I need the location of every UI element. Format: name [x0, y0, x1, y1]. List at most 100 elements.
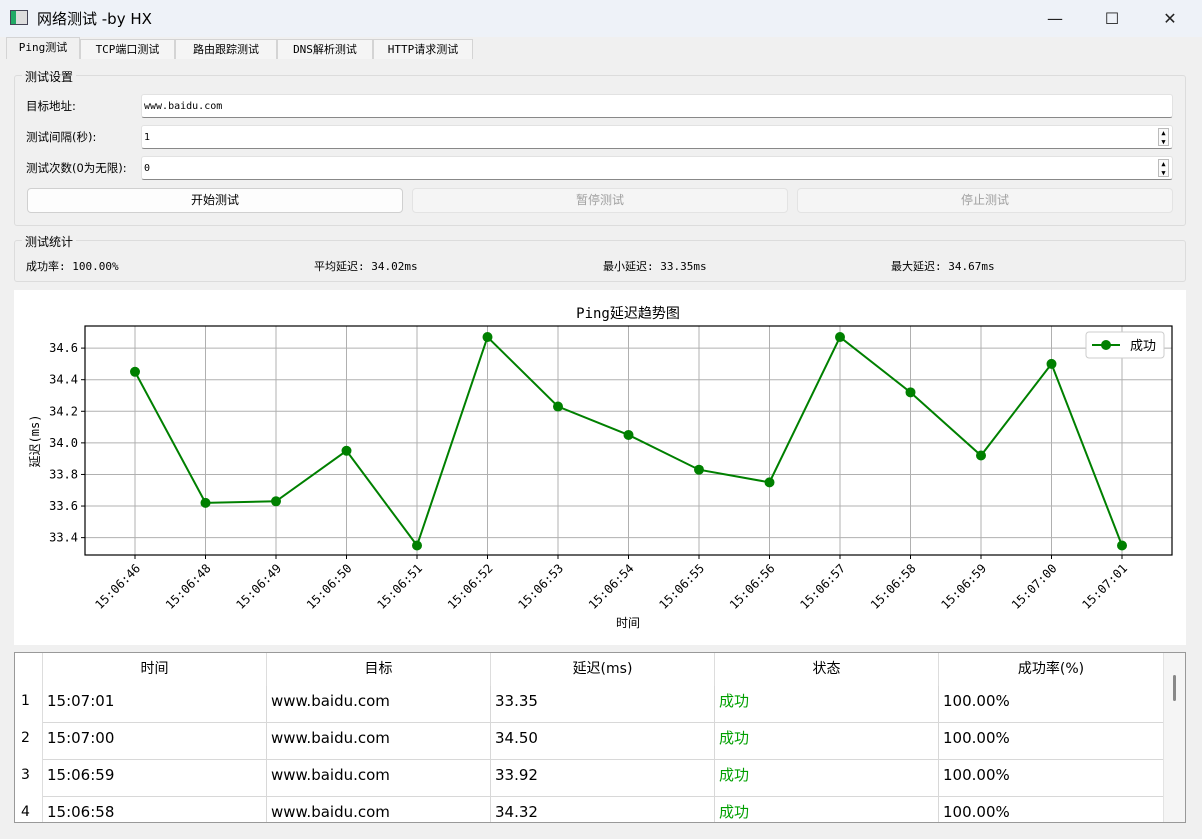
header-success-rate[interactable]: 成功率(%): [939, 653, 1164, 686]
interval-spinbox[interactable]: 1 ▲ ▼: [141, 125, 1173, 149]
cell-target: www.baidu.com: [267, 686, 491, 723]
table-row[interactable]: 1 15:07:01 www.baidu.com 33.35 成功 100.00%: [15, 686, 1164, 723]
tab-tcp[interactable]: TCP端口测试: [80, 39, 175, 59]
target-value: www.baidu.com: [144, 101, 223, 112]
header-time[interactable]: 时间: [43, 653, 267, 686]
data-point: [412, 540, 422, 551]
data-point: [976, 450, 986, 461]
spin-arrows-icon[interactable]: ▲ ▼: [1158, 159, 1169, 177]
cell-target: www.baidu.com: [267, 723, 491, 760]
x-tick-label: 15:06:51: [374, 561, 425, 612]
x-tick-label: 15:07:01: [1079, 561, 1130, 612]
data-point: [341, 445, 352, 456]
count-spinbox[interactable]: 0 ▲ ▼: [141, 156, 1173, 180]
cell-time: 15:07:01: [43, 686, 267, 723]
data-point: [130, 366, 140, 377]
stop-test-button[interactable]: 停止测试: [797, 188, 1173, 213]
table-row[interactable]: 3 15:06:59 www.baidu.com 33.92 成功 100.00%: [15, 760, 1164, 797]
x-axis-label: 时间: [616, 616, 640, 630]
plot-frame: [84, 325, 1173, 556]
y-tick-label: 34.6: [49, 341, 78, 355]
tab-http[interactable]: HTTP请求测试: [373, 39, 473, 59]
x-tick-label: 15:06:56: [727, 561, 778, 612]
x-tick-label: 15:06:53: [515, 561, 566, 612]
x-tick-label: 15:06:58: [868, 561, 919, 612]
data-point: [553, 401, 563, 412]
x-tick-label: 15:06:55: [656, 561, 707, 612]
row-number: 4: [15, 797, 43, 822]
count-value: 0: [144, 163, 151, 174]
interval-label: 测试间隔(秒):: [26, 130, 97, 144]
max-latency: 最大延迟: 34.67ms: [891, 260, 995, 273]
data-point: [482, 332, 493, 343]
pause-test-button[interactable]: 暂停测试: [412, 188, 788, 213]
y-axis-label: 延迟(ms): [28, 415, 42, 468]
chart-title: Ping延迟趋势图: [576, 306, 680, 322]
success-rate: 成功率: 100.00%: [26, 260, 119, 273]
cell-target: www.baidu.com: [267, 760, 491, 797]
cell-latency: 34.32: [491, 797, 715, 822]
data-point: [1117, 540, 1127, 551]
app-icon: [10, 10, 28, 25]
x-tick-label: 15:06:59: [938, 561, 989, 612]
data-point: [694, 464, 704, 475]
y-tick-label: 34.2: [49, 404, 78, 418]
table-row[interactable]: 4 15:06:58 www.baidu.com 34.32 成功 100.00%: [15, 797, 1164, 822]
cell-status: 成功: [715, 723, 939, 760]
latency-chart: Ping延迟趋势图 时间 延迟(ms) 33.4 33.6 33.8 34.0 34.2…: [14, 290, 1186, 645]
title-bar: 网络测试 -by HX — ☐ ✕: [0, 0, 1202, 37]
cell-success-rate: 100.00%: [939, 686, 1164, 723]
y-tick-label: 33.8: [49, 467, 78, 481]
y-tick-label: 34.4: [49, 373, 78, 387]
cell-status: 成功: [715, 686, 939, 723]
x-tick-label: 15:06:49: [233, 561, 284, 612]
tab-traceroute[interactable]: 路由跟踪测试: [175, 39, 277, 59]
corner-header: [15, 653, 43, 686]
cell-time: 15:06:59: [43, 760, 267, 797]
row-number: 2: [15, 723, 43, 760]
cell-time: 15:07:00: [43, 723, 267, 760]
tab-dns[interactable]: DNS解析测试: [277, 39, 373, 59]
data-point: [835, 332, 845, 343]
cell-time: 15:06:58: [43, 797, 267, 822]
target-input[interactable]: www.baidu.com: [141, 94, 1173, 118]
vertical-scrollbar[interactable]: [1163, 653, 1185, 822]
cell-target: www.baidu.com: [267, 797, 491, 822]
tab-ping[interactable]: Ping测试: [6, 37, 80, 59]
settings-group-title: 测试设置: [22, 68, 77, 85]
interval-value: 1: [144, 132, 151, 143]
results-table: 时间 目标 延迟(ms) 状态 成功率(%) 1 15:07:01 www.baid…: [14, 652, 1186, 823]
header-latency[interactable]: 延迟(ms): [491, 653, 715, 686]
cell-success-rate: 100.00%: [939, 797, 1164, 822]
x-tick-label: 15:06:48: [163, 561, 214, 612]
x-tick-label: 15:06:46: [92, 561, 143, 612]
legend: 成功: [1085, 331, 1165, 359]
maximize-button[interactable]: ☐: [1104, 9, 1120, 28]
x-tick-label: 15:07:00: [1009, 561, 1060, 612]
window-title: 网络测试 -by HX: [37, 10, 152, 28]
row-number: 1: [15, 686, 43, 723]
table-row[interactable]: 2 15:07:00 www.baidu.com 34.50 成功 100.00%: [15, 723, 1164, 760]
min-latency: 最小延迟: 33.35ms: [603, 260, 707, 273]
target-label: 目标地址:: [26, 99, 76, 113]
header-target[interactable]: 目标: [267, 653, 491, 686]
cell-success-rate: 100.00%: [939, 760, 1164, 797]
cell-status: 成功: [715, 797, 939, 822]
x-tick-label: 15:06:50: [304, 561, 355, 612]
close-button[interactable]: ✕: [1163, 9, 1177, 28]
x-tick-label: 15:06:54: [586, 561, 637, 612]
settings-group: [14, 75, 1186, 226]
x-tick-label: 15:06:52: [445, 561, 496, 612]
avg-latency: 平均延迟: 34.02ms: [314, 260, 418, 273]
scrollbar-thumb[interactable]: [1173, 675, 1176, 701]
minimize-button[interactable]: —: [1047, 9, 1063, 28]
cell-latency: 34.50: [491, 723, 715, 760]
spin-arrows-icon[interactable]: ▲ ▼: [1158, 128, 1169, 146]
data-point: [271, 496, 281, 507]
header-status[interactable]: 状态: [715, 653, 939, 686]
start-test-button[interactable]: 开始测试: [27, 188, 403, 213]
cell-latency: 33.35: [491, 686, 715, 723]
count-label: 测试次数(0为无限):: [26, 161, 127, 175]
data-point: [200, 497, 211, 508]
y-tick-label: 34.0: [49, 436, 78, 450]
